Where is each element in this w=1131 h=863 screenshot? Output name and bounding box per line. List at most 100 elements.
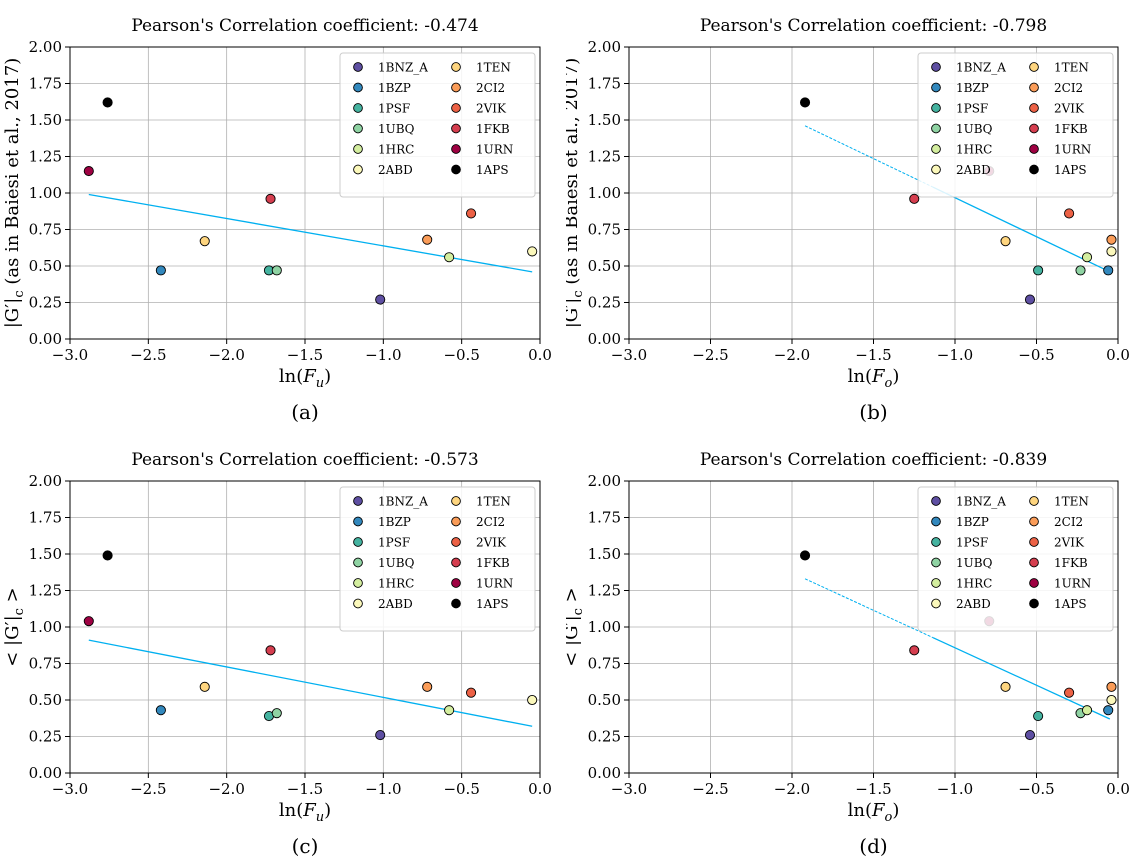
x-tick-label: −1.5	[287, 780, 323, 798]
y-tick-label: 1.00	[588, 618, 621, 636]
point-1ubq	[271, 708, 282, 719]
point-1aps	[799, 97, 811, 108]
point-1bnz-a	[1024, 294, 1036, 305]
point-1ten	[199, 681, 210, 692]
legend-label: 1BNZ_A	[378, 61, 428, 75]
y-tick-label: 0.50	[29, 691, 62, 709]
regression-line	[932, 186, 1111, 273]
x-axis-label: ln(Fu)	[279, 366, 331, 391]
point-2vik	[466, 687, 477, 698]
x-tick-label: −1.0	[937, 346, 973, 364]
legend-label: 2ABD	[378, 163, 413, 177]
legend-marker	[353, 62, 363, 72]
y-tick-label: 1.50	[29, 111, 62, 129]
legend-marker	[931, 123, 941, 134]
y-tick-label: 1.75	[29, 509, 62, 527]
legend-label: 2CI2	[1054, 81, 1083, 95]
y-tick-label: 0.25	[29, 728, 62, 746]
y-tick-label: 0.75	[588, 655, 621, 673]
legend-marker	[1029, 82, 1039, 93]
y-tick-label: 0.50	[588, 691, 621, 709]
legend-label: 1TEN	[1054, 61, 1089, 75]
y-tick-label: 1.50	[29, 545, 62, 563]
legend-marker	[931, 516, 941, 527]
x-tick-label: −0.5	[1018, 346, 1054, 364]
legend-label: 2VIK	[1054, 102, 1085, 116]
y-axis-label: |G′|c (as in Baiesi et al., 2017)	[566, 58, 586, 329]
legend-label: 1PSF	[956, 102, 988, 116]
legend-label: 1APS	[1054, 163, 1087, 177]
chart-title: Pearson's Correlation coefficient: -0.57…	[131, 450, 478, 470]
legend-marker	[1029, 516, 1039, 527]
point-2ci2	[1106, 681, 1117, 692]
legend-marker	[1029, 103, 1039, 113]
legend-label: 1BNZ_A	[956, 61, 1006, 75]
y-tick-label: 1.25	[29, 582, 62, 600]
y-tick-label: 0.00	[29, 330, 62, 348]
point-1ten	[1000, 681, 1011, 692]
legend-label: 1APS	[476, 597, 509, 611]
x-tick-label: −0.5	[443, 346, 479, 364]
y-tick-label: 1.75	[29, 75, 62, 93]
legend-label: 1PSF	[378, 102, 410, 116]
legend-label: 2CI2	[1054, 515, 1083, 529]
legend-label: 1URN	[476, 143, 513, 157]
chart-title: Pearson's Correlation coefficient: -0.79…	[700, 16, 1047, 36]
x-tick-label: 0.0	[528, 346, 552, 364]
point-1hrc	[1081, 252, 1093, 263]
x-tick-label: −0.5	[1018, 780, 1054, 798]
legend-marker	[931, 62, 941, 72]
legend-label: 1UBQ	[956, 122, 993, 136]
axes-frame	[69, 46, 541, 340]
x-axis-label: ln(Fo)	[848, 800, 900, 825]
point-2abd	[1106, 694, 1117, 706]
point-2abd	[527, 246, 538, 257]
legend-marker	[451, 516, 461, 527]
x-tick-label: −3.0	[52, 346, 88, 364]
legend-marker	[353, 516, 363, 527]
axes-frame	[628, 480, 1119, 774]
legend-label: 1BZP	[956, 515, 989, 529]
legend-label: 1HRC	[956, 577, 992, 591]
legend-marker	[451, 598, 461, 609]
point-1ten	[1000, 236, 1011, 247]
legend-label: 1PSF	[378, 536, 410, 550]
legend-marker	[931, 537, 941, 547]
y-tick-label: 0.00	[588, 330, 621, 348]
point-2ci2	[422, 681, 433, 692]
y-tick-label: 0.00	[29, 764, 62, 782]
x-axis-label: ln(Fo)	[848, 366, 900, 391]
regression-line-dashed	[804, 578, 934, 639]
point-2abd	[1106, 246, 1117, 257]
point-1aps	[102, 97, 113, 108]
legend-label: 2CI2	[476, 81, 505, 95]
point-1ubq	[271, 265, 282, 276]
legend-label: 1FKB	[1054, 122, 1088, 136]
legend-label: 2ABD	[956, 597, 991, 611]
legend-marker	[931, 164, 941, 175]
legend-label: 1UBQ	[378, 122, 415, 136]
y-axis-label: < |G′|c >	[2, 587, 27, 667]
legend-marker	[353, 496, 363, 506]
point-1bnz-a	[1024, 729, 1036, 741]
panel-caption: (d)	[859, 834, 887, 858]
y-tick-label: 0.50	[29, 257, 62, 275]
legend-marker	[451, 144, 461, 154]
x-tick-label: −2.5	[692, 346, 728, 364]
legend	[339, 52, 536, 198]
legend-marker	[931, 557, 941, 568]
x-tick-label: −1.0	[365, 346, 401, 364]
x-tick-label: 0.0	[528, 780, 552, 798]
legend-label: 1BZP	[378, 515, 411, 529]
point-1bzp	[1103, 265, 1114, 276]
point-1hrc	[444, 705, 455, 716]
legend-marker	[353, 144, 363, 154]
chart-panel-c: Pearson's Correlation coefficient: -0.57…	[2, 450, 552, 858]
y-tick-label: 0.25	[588, 294, 621, 312]
legend-label: 2VIK	[476, 102, 507, 116]
y-tick-label: 2.00	[29, 38, 62, 56]
legend-label: 1URN	[1054, 577, 1091, 591]
y-tick-label: 1.25	[29, 148, 62, 166]
legend-label: 1HRC	[378, 577, 414, 591]
